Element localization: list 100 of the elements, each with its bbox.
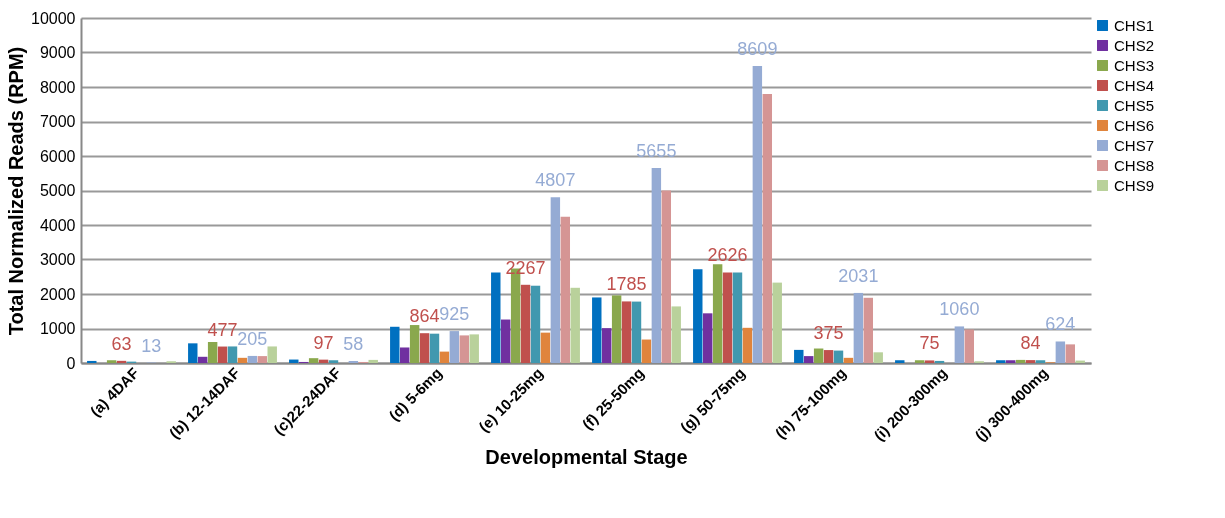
bar: [500, 319, 511, 363]
bar: [390, 326, 400, 363]
y-tick-label: 3000: [39, 251, 76, 268]
data-label: 1060: [939, 299, 980, 320]
bar: [621, 301, 632, 363]
bar: [722, 272, 733, 363]
bar: [671, 306, 681, 363]
legend-label: CHS5: [1114, 96, 1155, 114]
bar: [560, 216, 571, 363]
bar: [914, 360, 925, 363]
bar: [1005, 360, 1016, 363]
bar: [661, 190, 672, 363]
bar: [813, 348, 824, 363]
bar: [106, 360, 117, 363]
legend-label: CHS9: [1114, 176, 1155, 194]
bar: [1015, 359, 1026, 363]
y-axis-title: Total Normalized Reads (RPM): [5, 46, 28, 336]
y-tick-label: 8000: [39, 78, 76, 96]
bar: [247, 355, 258, 363]
legend-label: CHS2: [1114, 36, 1155, 54]
bar: [550, 197, 561, 363]
legend-label: CHS8: [1114, 156, 1155, 174]
legend-label: CHS6: [1114, 116, 1155, 134]
bar: [217, 346, 228, 363]
bar: [439, 351, 450, 363]
bar: [592, 297, 602, 363]
data-label: 1785: [606, 274, 647, 295]
bar: [934, 360, 945, 363]
bar: [570, 287, 580, 363]
y-tick-label: 9000: [39, 44, 76, 61]
legend-label: CHS3: [1114, 56, 1155, 74]
bar: [540, 332, 551, 363]
legend-label: CHS1: [1114, 16, 1155, 34]
bar: [1065, 344, 1076, 363]
bar: [267, 346, 277, 363]
bar: [631, 301, 642, 363]
bar: [803, 356, 814, 363]
y-tick-label: 0: [66, 354, 76, 372]
data-label: 205: [237, 328, 268, 349]
bar: [712, 264, 723, 363]
bar: [651, 167, 662, 363]
bar: [853, 292, 864, 363]
bar: [1055, 341, 1066, 363]
bar: [843, 357, 854, 363]
bar: [762, 93, 773, 363]
bar: [197, 356, 208, 363]
data-label: 75: [919, 333, 940, 354]
bar: [530, 285, 541, 363]
bar: [873, 352, 883, 363]
data-label: 5655: [636, 140, 677, 161]
bar: [469, 334, 479, 363]
bar: [227, 346, 238, 363]
bar: [742, 327, 753, 363]
data-label: 84: [1020, 333, 1041, 354]
y-tick-label: 4000: [39, 216, 76, 234]
bar: [823, 350, 834, 363]
bar: [833, 350, 844, 363]
bar: [996, 360, 1006, 363]
y-tick-label: 6000: [39, 147, 76, 165]
bar: [87, 360, 97, 363]
bar: [702, 313, 713, 363]
data-label: 925: [439, 304, 470, 325]
bar: [611, 295, 622, 363]
legend-label: CHS7: [1114, 136, 1155, 154]
bar: [459, 335, 470, 363]
bar: [601, 328, 612, 363]
bar: [1035, 360, 1046, 363]
bar: [419, 333, 430, 363]
data-label: 4807: [535, 170, 576, 191]
data-label: 864: [409, 306, 440, 327]
x-axis-title: Developmental Stage: [485, 445, 688, 468]
bar: [449, 331, 460, 363]
bar: [399, 347, 410, 363]
bar: [328, 360, 339, 363]
bar: [207, 341, 218, 363]
bar: [693, 269, 703, 363]
y-tick-label: 10000: [31, 9, 76, 27]
y-tick-label: 2000: [39, 285, 76, 303]
bar: [895, 360, 905, 363]
data-label: 2031: [838, 265, 879, 286]
bar: [732, 272, 743, 363]
bar: [794, 349, 804, 363]
bar: [237, 357, 248, 363]
y-tick-label: 5000: [39, 182, 76, 199]
legend-label: CHS4: [1114, 76, 1155, 94]
bar: [1025, 360, 1036, 363]
bar: [641, 339, 652, 363]
bar: [924, 360, 935, 363]
bar: [954, 326, 965, 363]
bar: [964, 329, 975, 363]
bar: [863, 297, 874, 363]
data-label: 2267: [505, 257, 546, 278]
data-label: 58: [343, 334, 364, 354]
bar: [257, 356, 268, 363]
bar: [429, 333, 440, 363]
y-tick-label: 1000: [39, 320, 76, 337]
data-label: 13: [141, 335, 162, 356]
bar: [368, 359, 378, 363]
data-label: 97: [313, 332, 334, 353]
bar: [752, 65, 763, 363]
